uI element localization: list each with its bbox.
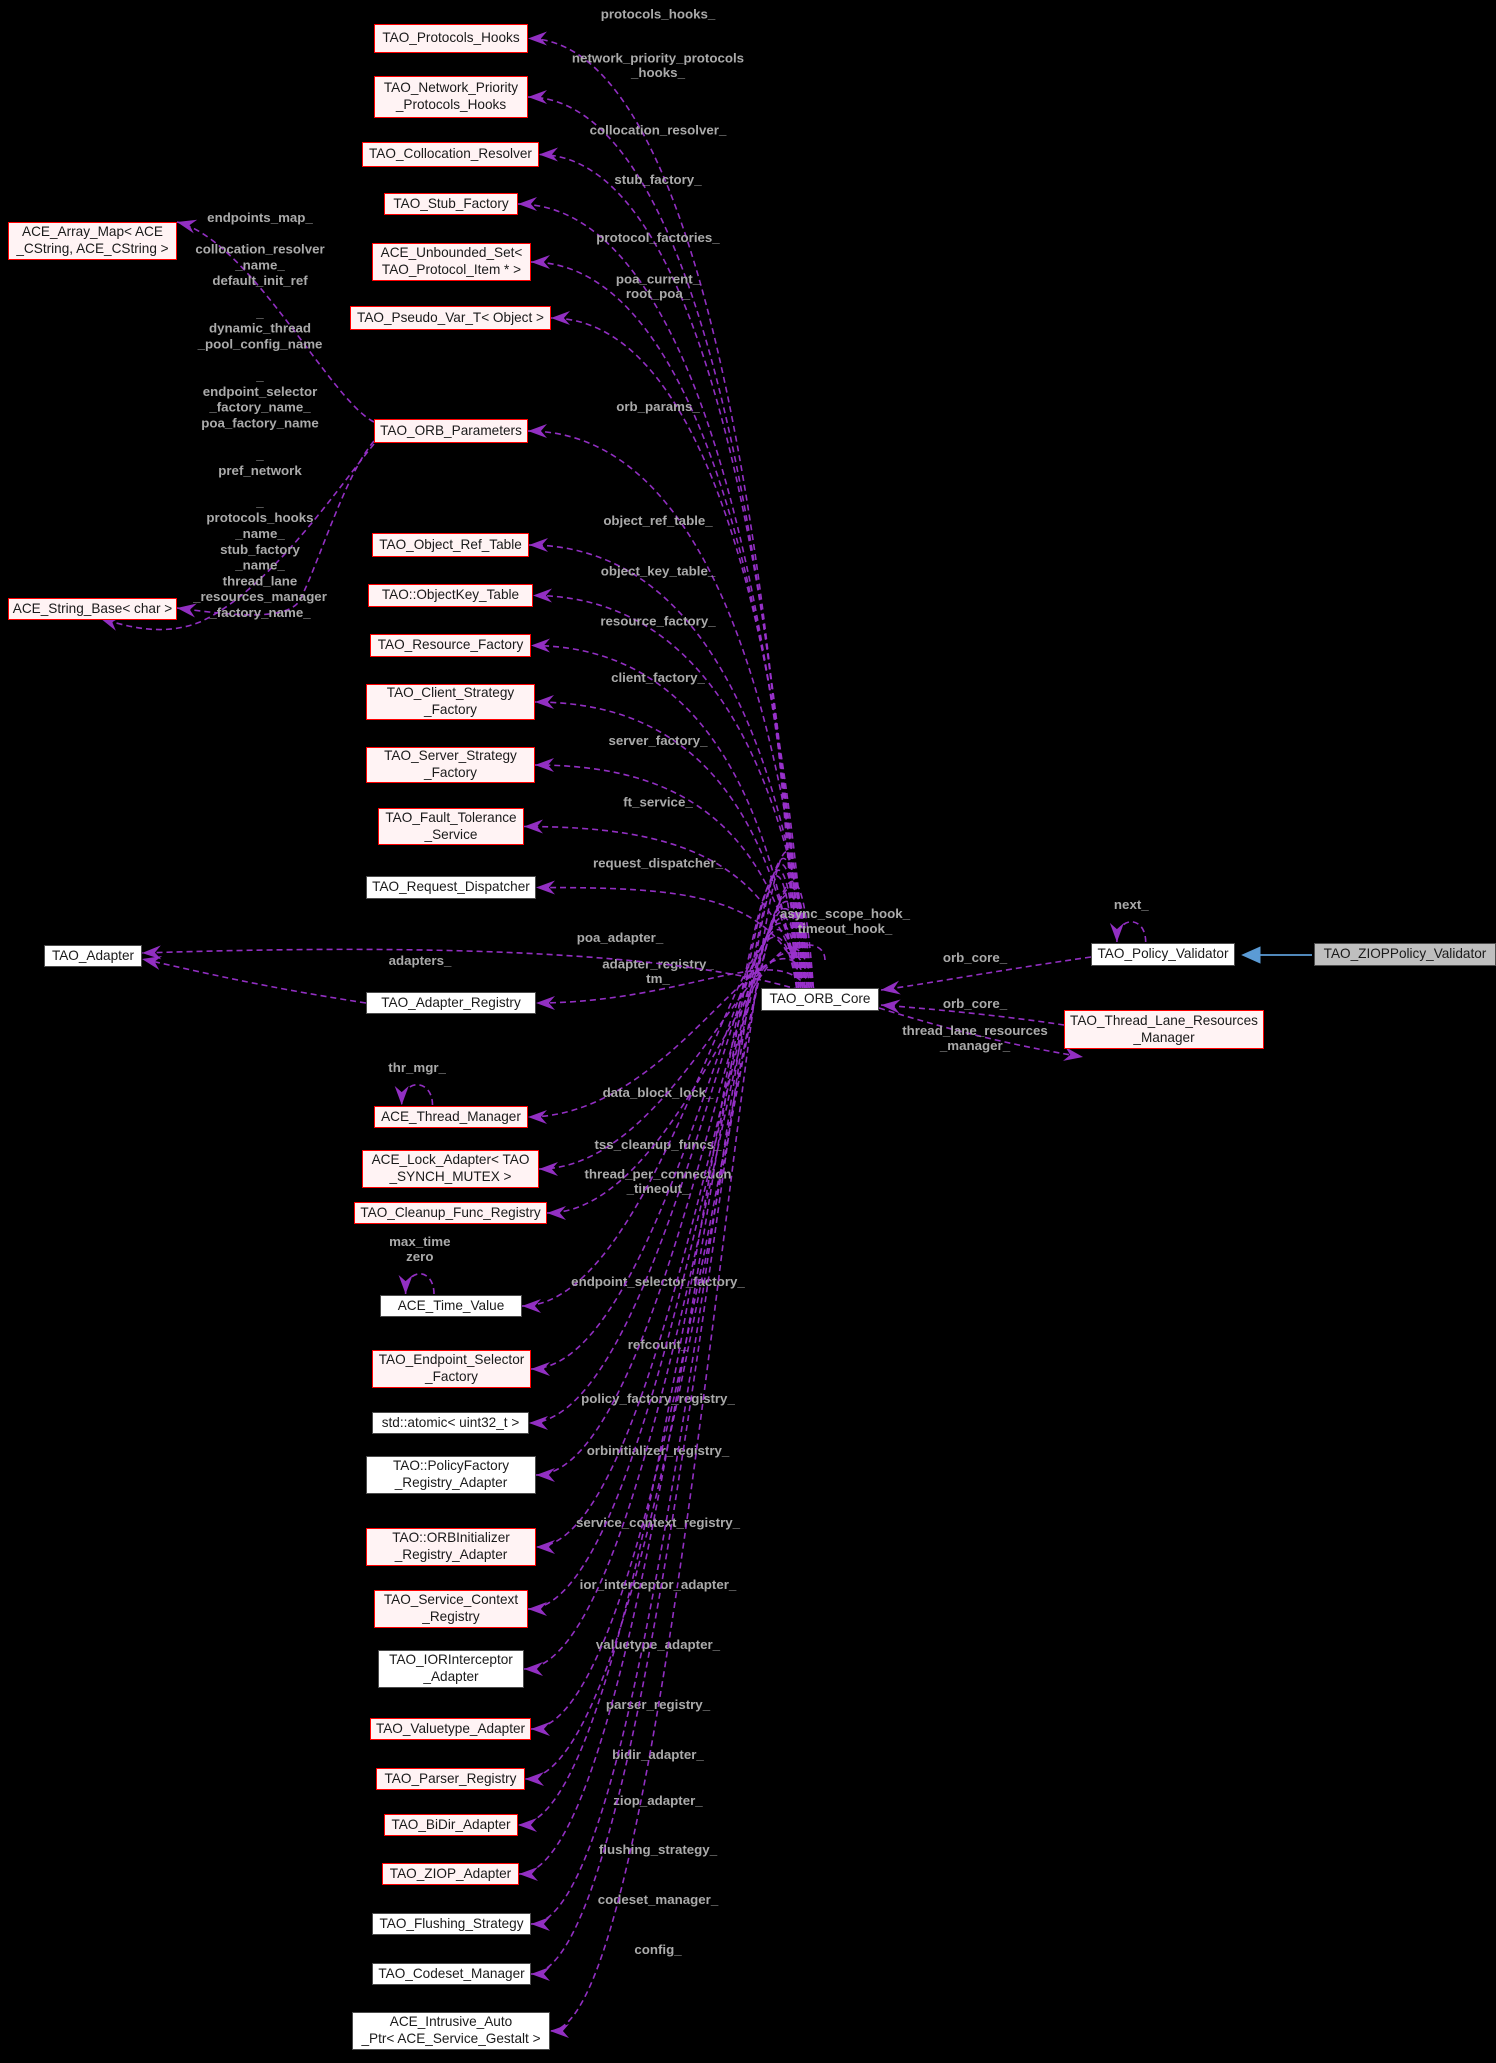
svg-text:orb_core_: orb_core_ — [943, 996, 1008, 1011]
svg-text:_: _ — [255, 494, 264, 509]
svg-text:_: _ — [255, 305, 264, 320]
svg-text:_resources_manager: _resources_manager — [192, 589, 327, 604]
svg-text:network_priority_protocols: network_priority_protocols — [572, 51, 744, 66]
svg-text:protocols_hooks: protocols_hooks — [206, 510, 313, 525]
svg-text:endpoints_map_: endpoints_map_ — [207, 210, 313, 225]
svg-text:poa_factory_name: poa_factory_name — [201, 415, 319, 430]
svg-text:ft_service_: ft_service_ — [623, 795, 693, 810]
svg-text:_factory_name_: _factory_name_ — [208, 400, 311, 415]
svg-text:dynamic_thread: dynamic_thread — [209, 321, 311, 336]
svg-text:orb_core_: orb_core_ — [943, 950, 1008, 965]
svg-text:default_init_ref: default_init_ref — [212, 273, 308, 288]
svg-text:orb_params_: orb_params_ — [616, 399, 700, 414]
svg-text:_name_: _name_ — [234, 526, 285, 541]
svg-text:_manager_: _manager_ — [939, 1038, 1011, 1053]
svg-text:orbinitializer_registry_: orbinitializer_registry_ — [587, 1443, 730, 1458]
svg-text:async_scope_hook_: async_scope_hook_ — [780, 906, 911, 921]
svg-text:thread_lane_resources: thread_lane_resources — [902, 1023, 1048, 1038]
svg-text:server_factory_: server_factory_ — [608, 733, 708, 748]
svg-text:_hooks_: _hooks_ — [630, 65, 686, 80]
svg-text:_pool_config_name: _pool_config_name — [197, 336, 323, 351]
svg-text:_factory_name_: _factory_name_ — [208, 605, 311, 620]
svg-text:timeout_hook_: timeout_hook_ — [798, 921, 893, 936]
svg-text:_: _ — [255, 368, 264, 383]
svg-text:endpoint_selector: endpoint_selector — [203, 384, 318, 399]
svg-text:adapters_: adapters_ — [389, 953, 452, 968]
svg-text:object_ref_table_: object_ref_table_ — [603, 513, 713, 528]
svg-text:_timeout_: _timeout_ — [626, 1181, 690, 1196]
svg-text:policy_factory_registry_: policy_factory_registry_ — [581, 1391, 735, 1406]
svg-text:thr_mgr_: thr_mgr_ — [388, 1060, 446, 1075]
svg-text:config_: config_ — [634, 1942, 682, 1957]
svg-text:poa_current_: poa_current_ — [616, 272, 701, 287]
svg-text:data_block_lock_: data_block_lock_ — [603, 1085, 714, 1100]
svg-text:request_dispatcher_: request_dispatcher_ — [593, 856, 724, 871]
svg-text:client_factory_: client_factory_ — [611, 670, 705, 685]
svg-text:resource_factory_: resource_factory_ — [600, 614, 716, 629]
svg-text:thread_lane: thread_lane — [223, 573, 298, 588]
svg-text:stub_factory_: stub_factory_ — [614, 172, 702, 187]
svg-text:root_poa_: root_poa_ — [626, 286, 691, 301]
svg-text:next_: next_ — [1114, 897, 1149, 912]
svg-text:poa_adapter_: poa_adapter_ — [577, 930, 664, 945]
svg-text:_name_: _name_ — [234, 558, 285, 573]
svg-text:pref_network: pref_network — [218, 463, 302, 478]
svg-text:max_time: max_time — [389, 1234, 450, 1249]
svg-text:stub_factory: stub_factory — [220, 542, 300, 557]
svg-text:tm_: tm_ — [646, 971, 670, 986]
svg-text:ior_interceptor_adapter_: ior_interceptor_adapter_ — [580, 1577, 737, 1592]
svg-text:_name_: _name_ — [234, 257, 285, 272]
svg-text:zero: zero — [406, 1249, 433, 1264]
svg-text:protocols_hooks_: protocols_hooks_ — [601, 7, 716, 22]
svg-text:ziop_adapter_: ziop_adapter_ — [613, 1793, 703, 1808]
svg-text:_: _ — [255, 447, 264, 462]
svg-text:flushing_strategy_: flushing_strategy_ — [599, 1842, 718, 1857]
svg-text:codeset_manager_: codeset_manager_ — [598, 1892, 719, 1907]
svg-text:service_context_registry_: service_context_registry_ — [576, 1515, 741, 1530]
svg-text:object_key_table_: object_key_table_ — [601, 564, 716, 579]
svg-text:valuetype_adapter_: valuetype_adapter_ — [596, 1637, 721, 1652]
svg-text:collocation_resolver_: collocation_resolver_ — [590, 123, 727, 138]
svg-text:protocol_factories_: protocol_factories_ — [596, 230, 720, 245]
svg-text:collocation_resolver: collocation_resolver — [195, 242, 324, 257]
svg-text:bidir_adapter_: bidir_adapter_ — [612, 1747, 704, 1762]
